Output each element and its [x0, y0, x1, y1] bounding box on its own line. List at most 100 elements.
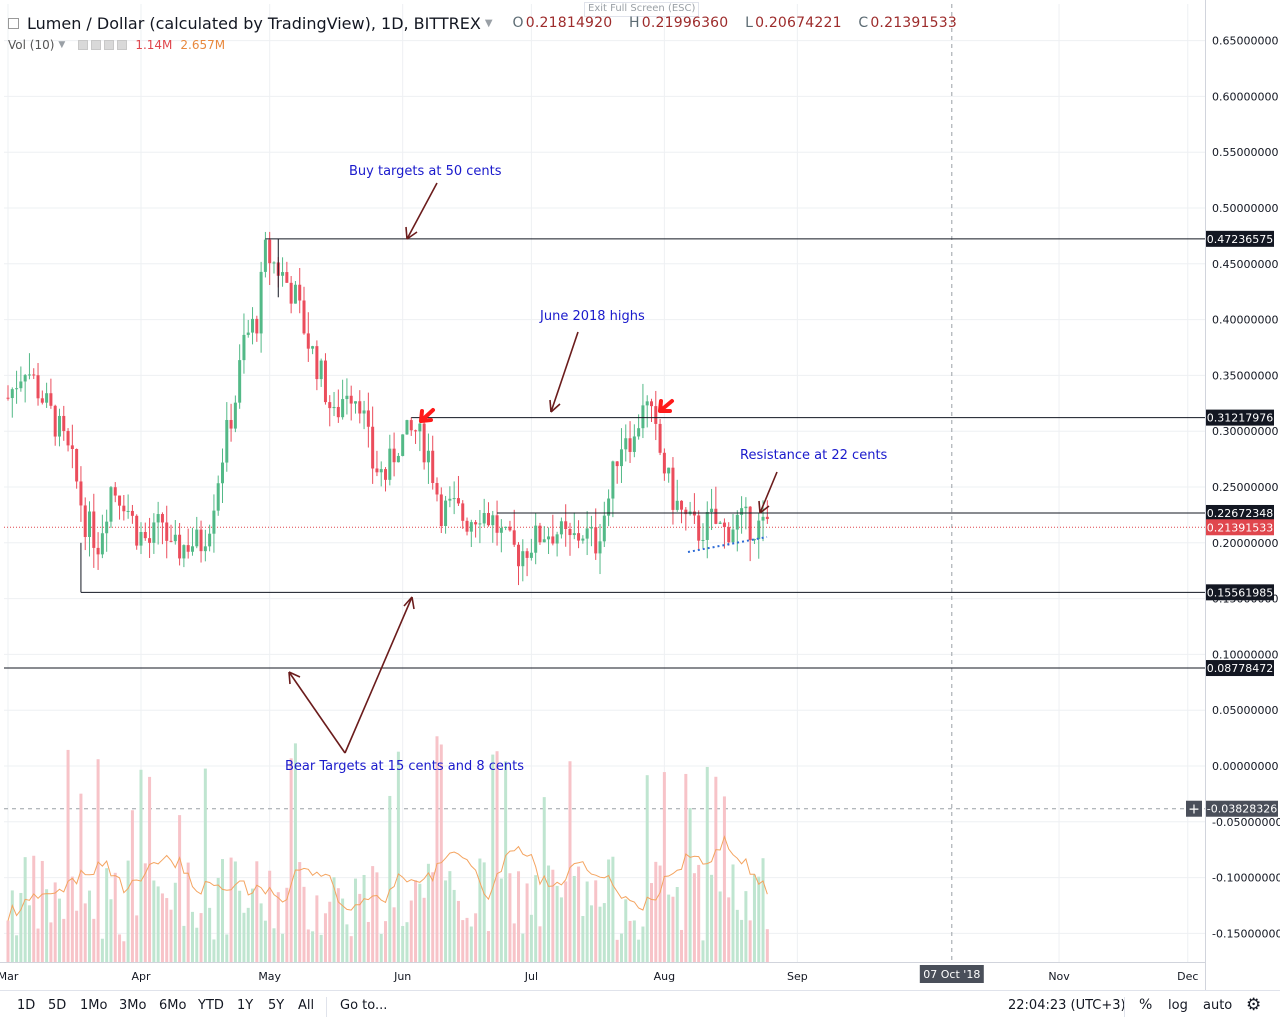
candle-body [375, 468, 378, 472]
candle-body [363, 410, 366, 413]
volume-bar [92, 919, 95, 962]
eye-icon[interactable] [78, 40, 88, 50]
timeframe-ytd[interactable]: YTD [198, 998, 224, 1013]
candle-body [324, 361, 327, 403]
volume-bar [260, 903, 263, 962]
percent-scale-toggle[interactable]: % [1139, 997, 1152, 1013]
symbol-title[interactable]: Lumen / Dollar (calculated by TradingVie… [27, 14, 481, 33]
price-axis[interactable]: 0.650000000.600000000.550000000.50000000… [1206, 0, 1280, 990]
volume-bar [740, 920, 743, 962]
volume-bar [633, 920, 636, 962]
candle-body [118, 496, 121, 506]
clock[interactable]: 22:04:23 (UTC+3) [1008, 998, 1126, 1013]
timeframe-1d[interactable]: 1D [17, 998, 35, 1013]
volume-moving-average [8, 837, 767, 921]
candle-body [500, 528, 503, 533]
timeframe-1y[interactable]: 1Y [237, 998, 253, 1013]
june-highs-arrow [551, 332, 578, 412]
timeframe-3mo[interactable]: 3Mo [119, 998, 146, 1013]
volume-bar [24, 857, 27, 962]
candle-body [238, 360, 241, 403]
volume-bar [350, 936, 353, 962]
annotation-bear-targets: Bear Targets at 15 cents and 8 cents [285, 759, 524, 774]
candle-body [671, 468, 674, 510]
volume-bar [530, 915, 533, 962]
candle-body [49, 393, 52, 406]
y-tick-label: 0.65000000 [1212, 35, 1278, 48]
volume-bar [410, 901, 413, 962]
gear-icon[interactable]: ⚙ [1246, 995, 1261, 1015]
volume-bar [620, 934, 623, 962]
candle-body [217, 483, 220, 510]
volume-bar [671, 897, 674, 962]
candle-body [491, 515, 494, 525]
timeframe-6mo[interactable]: 6Mo [159, 998, 186, 1013]
candle-body [423, 424, 426, 463]
annotation-june-highs: June 2018 highs [539, 309, 645, 324]
y-tick-label: 0.40000000 [1212, 314, 1278, 327]
candle-body [508, 527, 511, 531]
volume-bar [255, 861, 258, 962]
candle-body [706, 512, 709, 540]
volume-bar [594, 880, 597, 962]
volume-bar [732, 864, 735, 962]
settings-icon[interactable] [91, 40, 101, 50]
candle-body [303, 300, 306, 333]
timeframe-5y[interactable]: 5Y [268, 998, 284, 1013]
chevron-down-icon[interactable]: ▼ [58, 40, 65, 50]
chevron-down-icon[interactable]: ▼ [485, 18, 493, 29]
y-tick-label: -0.10000000 [1212, 872, 1280, 885]
timeframe-all[interactable]: All [298, 998, 314, 1013]
candle-body [315, 346, 318, 379]
log-scale-toggle[interactable]: log [1168, 998, 1188, 1013]
ohlc-open: 0.21814920 [526, 15, 613, 31]
volume-bar [629, 921, 632, 962]
timeframe-5d[interactable]: 5D [48, 998, 66, 1013]
volume-bar [560, 897, 563, 962]
ohlc-low: 0.20674221 [755, 15, 842, 31]
candle-body [740, 508, 743, 515]
goto-button[interactable]: Go to... [340, 998, 387, 1013]
candle-body [624, 438, 627, 449]
divider [326, 997, 327, 1017]
volume-bar [684, 774, 687, 962]
volume-bar [79, 794, 82, 962]
ohlc-close: 0.21391533 [870, 15, 957, 31]
candle-body [264, 240, 267, 272]
volume-bar [397, 752, 400, 962]
auto-scale-toggle[interactable]: auto [1203, 998, 1232, 1013]
candle-body [251, 319, 254, 333]
candle-body [28, 374, 31, 375]
candle-body [328, 402, 331, 408]
candle-body [384, 469, 387, 480]
collapse-icon[interactable] [8, 18, 19, 29]
candle-body [161, 514, 164, 522]
more-icon[interactable] [117, 40, 127, 50]
candle-body [182, 545, 185, 558]
volume-bar [195, 928, 198, 962]
volume-bar [384, 921, 387, 962]
candle-body [620, 449, 623, 466]
candle-body [230, 420, 233, 429]
candle-body [122, 506, 125, 512]
volume-bar [405, 922, 408, 962]
candle-body [616, 461, 619, 466]
timeframe-1mo[interactable]: 1Mo [80, 998, 107, 1013]
volume-label[interactable]: Vol (10) [8, 38, 54, 52]
candle-body [157, 514, 160, 522]
volume-bar [311, 931, 314, 962]
candle-body [466, 521, 469, 532]
volume-bar [131, 810, 134, 962]
candle-body [680, 501, 683, 510]
candle-body [697, 515, 700, 540]
volume-bar [84, 903, 87, 962]
volume-bar [49, 922, 52, 962]
volume-bar [504, 761, 507, 962]
volume-bar [676, 887, 679, 962]
volume-bar [281, 934, 284, 962]
add-icon[interactable] [104, 40, 114, 50]
y-tick-label: -0.05000000 [1212, 816, 1280, 829]
volume-bar [461, 920, 464, 962]
